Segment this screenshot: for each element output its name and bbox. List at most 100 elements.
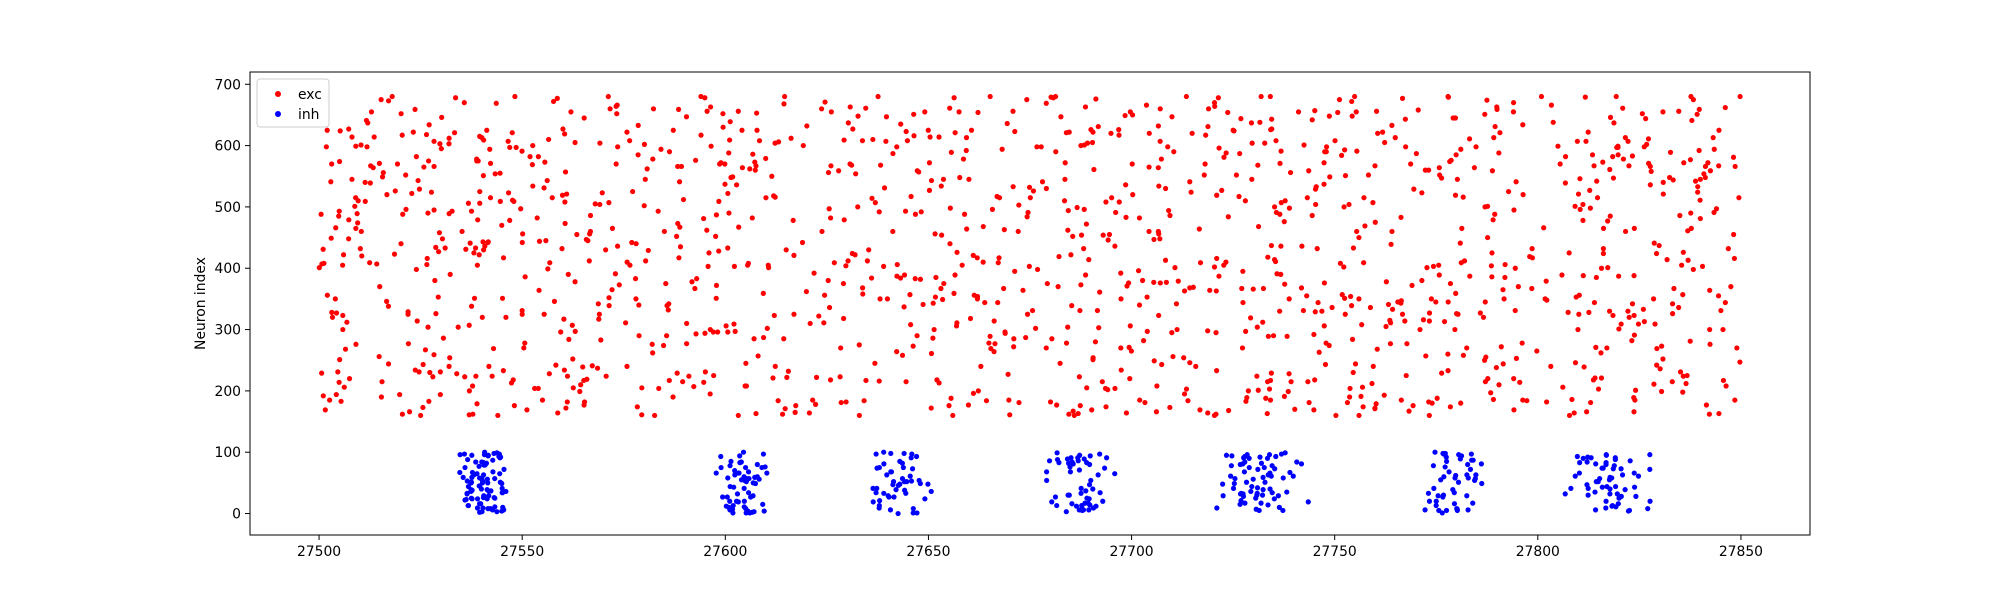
exc-spike [954, 249, 960, 255]
inh-spike [481, 452, 488, 458]
exc-spike [1559, 272, 1565, 278]
exc-spike [860, 291, 866, 297]
exc-spike [1737, 93, 1743, 100]
exc-spike [1466, 136, 1473, 142]
exc-spike [1731, 231, 1737, 238]
exc-spike [1439, 370, 1445, 376]
exc-spike [562, 131, 568, 137]
inh-spike [1457, 456, 1463, 462]
exc-spike [1350, 369, 1356, 376]
exc-spike [1170, 353, 1176, 360]
exc-spike [1074, 204, 1080, 211]
exc-spike [398, 241, 404, 247]
exc-spike [1086, 257, 1092, 263]
exc-spike [1594, 195, 1601, 201]
exc-spike [1069, 303, 1075, 309]
exc-spike [500, 255, 507, 261]
inh-spike [463, 496, 469, 503]
exc-spike [431, 138, 437, 144]
exc-spike [1688, 225, 1694, 231]
exc-spike [1529, 246, 1535, 252]
exc-spike [519, 148, 525, 154]
exc-spike [486, 363, 492, 369]
exc-spike [903, 379, 909, 385]
exc-spike [1718, 307, 1724, 314]
exc-spike [658, 146, 664, 152]
exc-spike [425, 210, 431, 216]
x-tick-label: 27650 [906, 544, 950, 560]
inh-spike [1467, 466, 1474, 472]
exc-spike [598, 337, 604, 343]
inh-spike [873, 451, 879, 457]
exc-spike [1056, 253, 1062, 260]
exc-spike [1406, 408, 1412, 414]
exc-spike [500, 368, 506, 374]
exc-spike [509, 130, 515, 136]
y-tick-label: 0 [232, 507, 241, 523]
exc-spike [1653, 250, 1660, 257]
exc-spike [1016, 399, 1022, 406]
exc-spike [772, 363, 778, 369]
inh-spike [1259, 492, 1266, 498]
exc-spike [680, 196, 687, 203]
exc-spike [1348, 303, 1355, 309]
exc-spike [643, 258, 649, 264]
exc-spike [1099, 379, 1105, 385]
legend-inh-label: inh [298, 107, 319, 123]
inh-spike [1436, 507, 1442, 514]
exc-spike [1519, 340, 1525, 346]
exc-spike [1285, 388, 1291, 395]
exc-spike [821, 320, 827, 326]
exc-spike [1299, 243, 1305, 249]
exc-spike [1077, 403, 1083, 409]
exc-spike [477, 188, 483, 195]
exc-spike [928, 177, 935, 184]
exc-spike [1142, 399, 1148, 406]
exc-spike [1420, 317, 1427, 323]
exc-spike [493, 100, 499, 106]
inh-spike [740, 449, 747, 455]
exc-spike [928, 405, 934, 411]
inh-spike [1220, 481, 1226, 487]
exc-spike [650, 350, 656, 356]
y-tick-label: 300 [214, 323, 241, 339]
exc-spike [1332, 138, 1338, 144]
exc-spike [1341, 264, 1347, 270]
inh-spike [474, 505, 481, 511]
exc-spike [536, 287, 542, 293]
inh-spike [895, 482, 902, 488]
exc-spike [708, 104, 714, 110]
exc-spike [788, 135, 794, 141]
exc-spike [1339, 152, 1345, 158]
exc-spike [563, 405, 569, 411]
exc-spike [1322, 361, 1329, 368]
exc-spike [452, 95, 459, 101]
exc-spike [529, 162, 535, 168]
exc-spike [1669, 311, 1676, 317]
exc-spike [329, 309, 335, 315]
exc-spike [1010, 108, 1016, 114]
exc-spike [1127, 323, 1133, 329]
exc-spike [1312, 309, 1318, 315]
exc-spike [1026, 184, 1033, 190]
exc-spike [1233, 172, 1240, 178]
exc-spike [471, 295, 478, 301]
exc-spike [1213, 288, 1219, 294]
inh-spike [465, 456, 471, 463]
inh-spike [1431, 485, 1437, 491]
inh-spike [1229, 453, 1235, 459]
exc-spike [1089, 407, 1095, 413]
exc-spike [694, 276, 700, 282]
exc-spike [1600, 246, 1606, 252]
exc-spike [400, 211, 406, 217]
exc-spike [1453, 290, 1459, 296]
exc-spike [1144, 328, 1150, 334]
exc-spike [1445, 94, 1451, 100]
inh-spike [762, 464, 768, 470]
y-tick-label: 600 [214, 139, 241, 155]
exc-spike [1515, 284, 1521, 290]
exc-spike [1492, 123, 1498, 130]
inh-spike [1433, 502, 1439, 509]
exc-spike [1419, 277, 1425, 284]
inh-spike [727, 463, 733, 469]
